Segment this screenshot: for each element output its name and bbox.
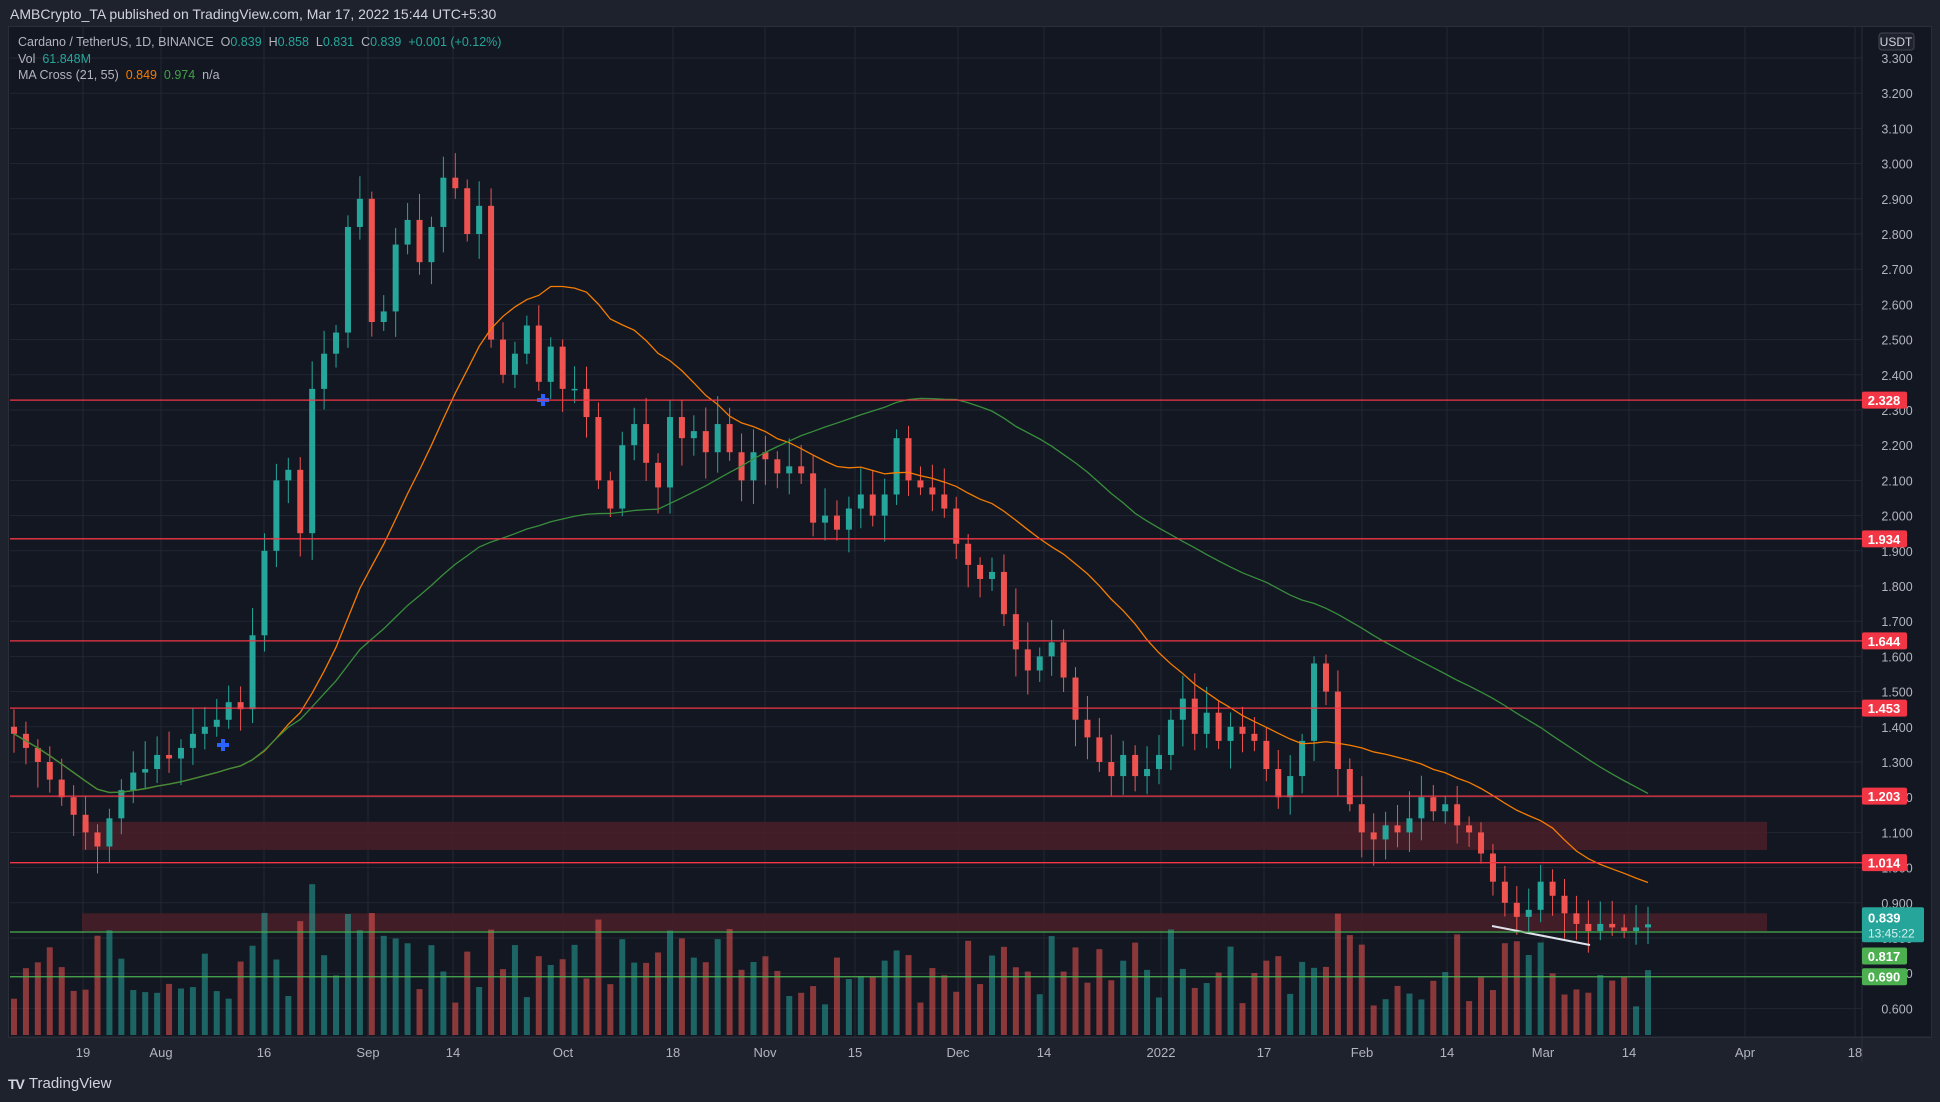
open-value: 0.839 <box>230 35 262 49</box>
time-axis-label: Oct <box>553 1045 574 1060</box>
time-axis-label: 16 <box>257 1045 271 1060</box>
time-axis-label: 18 <box>666 1045 680 1060</box>
time-axis-label: 19 <box>76 1045 90 1060</box>
symbol-title[interactable]: Cardano / TetherUS, 1D, BINANCE <box>18 35 214 49</box>
current-price-tag: 0.839 <box>1868 910 1901 925</box>
price-tag: 1.014 <box>1868 856 1901 871</box>
price-tag: 0.817 <box>1868 949 1901 964</box>
time-axis-label: 2022 <box>1147 1045 1176 1060</box>
time-axis-label: Apr <box>1735 1045 1756 1060</box>
high-value: 0.858 <box>277 35 309 49</box>
time-axis-label: Feb <box>1351 1045 1373 1060</box>
candles <box>11 153 1651 953</box>
low-value: 0.831 <box>322 35 355 49</box>
time-axis-label: 18 <box>1848 1045 1862 1060</box>
price-axis-label: 2.500 <box>1881 334 1912 348</box>
trend-line[interactable] <box>1491 925 1591 946</box>
volume-value: 61.848M <box>42 51 91 66</box>
price-tag: 1.203 <box>1868 789 1901 804</box>
ma-cross-line: MA Cross (21, 55) 0.849 0.974 n/a <box>18 67 501 84</box>
price-tag: 1.934 <box>1868 532 1901 547</box>
price-axis-label: 3.200 <box>1881 87 1912 101</box>
price-axis-label: 2.600 <box>1881 298 1912 312</box>
price-axis-label: 2.200 <box>1881 439 1912 453</box>
price-axis-label: 1.900 <box>1881 545 1912 559</box>
price-axis-label: 1.300 <box>1881 756 1912 770</box>
price-tag: 1.453 <box>1868 701 1901 716</box>
price-axis-label: 2.400 <box>1881 369 1912 383</box>
time-axis-label: 14 <box>1622 1045 1636 1060</box>
ma-21-line <box>13 285 1649 884</box>
chart-legend: Cardano / TetherUS, 1D, BINANCE O0.839 H… <box>18 34 501 84</box>
ma-55-line <box>13 397 1649 795</box>
time-axis-label: 17 <box>1257 1045 1271 1060</box>
ohlc-line: Cardano / TetherUS, 1D, BINANCE O0.839 H… <box>18 35 502 49</box>
price-axis-label: 2.100 <box>1881 474 1912 488</box>
currency-badge[interactable]: USDT <box>1880 35 1913 49</box>
price-axis-label: 0.600 <box>1881 1002 1912 1016</box>
price-axis-label: 1.800 <box>1881 580 1912 594</box>
price-axis-label: 3.300 <box>1881 52 1912 66</box>
price-axis-label: 1.100 <box>1881 826 1912 840</box>
ma-cross-label[interactable]: MA Cross (21, 55) <box>18 68 119 82</box>
time-axis-label: 14 <box>446 1045 460 1060</box>
price-axis-label: 2.000 <box>1881 510 1912 524</box>
ma-cross-marker-icon <box>217 739 229 751</box>
volume-label[interactable]: Vol <box>18 51 36 66</box>
change-value: +0.001 (+0.12%) <box>408 35 502 49</box>
tradingview-logo-icon: TV <box>8 1075 25 1092</box>
ma-fast-value: 0.849 <box>125 68 157 82</box>
time-axis-label: Aug <box>149 1045 172 1060</box>
price-tag: 0.690 <box>1868 970 1901 985</box>
price-axis-label: 3.100 <box>1881 122 1912 136</box>
time-axis-label: 15 <box>848 1045 862 1060</box>
supply-zone[interactable] <box>82 821 1767 850</box>
bar-countdown: 13:45:22 <box>1868 926 1915 940</box>
time-axis-label: Mar <box>1532 1045 1555 1060</box>
time-axis-label: 14 <box>1440 1045 1454 1060</box>
ma-na-value: n/a <box>202 68 220 82</box>
price-axis-label: 1.700 <box>1881 615 1912 629</box>
volume-bars <box>11 884 1651 1035</box>
brand-name: TradingView <box>28 1075 112 1092</box>
price-axis-label: 2.700 <box>1881 263 1912 277</box>
price-axis-label: 2.900 <box>1881 193 1912 207</box>
price-tag: 2.328 <box>1868 393 1901 408</box>
price-axis-label: 1.500 <box>1881 686 1912 700</box>
tradingview-footer: TV TradingView <box>8 1075 111 1092</box>
ma-slow-value: 0.974 <box>163 68 196 82</box>
price-axis-label: 3.000 <box>1881 158 1912 172</box>
close-value: 0.839 <box>370 35 402 49</box>
price-axis-label: 2.800 <box>1881 228 1912 242</box>
time-axis-label: Nov <box>753 1045 777 1060</box>
time-axis-label: Dec <box>946 1045 970 1060</box>
volume-line: Vol 61.848M <box>18 51 501 68</box>
supply-zone[interactable] <box>82 913 1767 931</box>
time-axis-label: 14 <box>1037 1045 1051 1060</box>
price-axis-label: 1.600 <box>1881 650 1912 664</box>
price-tag: 1.644 <box>1868 634 1901 649</box>
time-axis-label: Sep <box>356 1045 379 1060</box>
price-axis-label: 1.400 <box>1881 721 1912 735</box>
publish-header: AMBCrypto_TA published on TradingView.co… <box>10 6 497 22</box>
